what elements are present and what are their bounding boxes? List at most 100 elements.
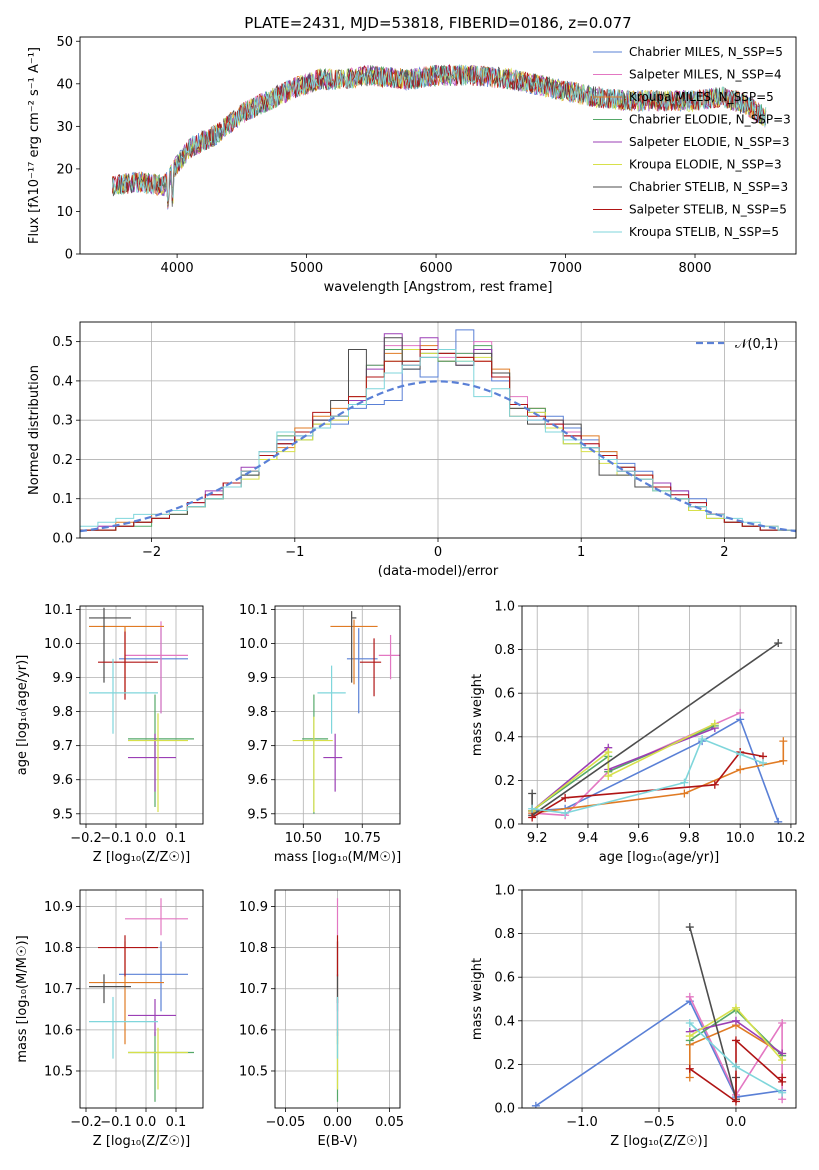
x-tick-label: 0.0 [136, 1115, 157, 1130]
histogram-step-8 [80, 348, 796, 538]
y-tick-label: 0.4 [52, 374, 73, 389]
weight-marker [561, 793, 570, 802]
x-axis-label: mass [log₁₀(M/M☉)] [274, 850, 401, 865]
x-tick-label: −0.05 [265, 1115, 305, 1130]
y-tick-label: 9.9 [247, 671, 268, 686]
weight-marker [731, 1016, 740, 1025]
legend-entry: Salpeter MILES, N_SSP=4 [629, 68, 782, 82]
axes-frame [79, 36, 797, 255]
legend-entry: 𝒩(0,1) [735, 337, 778, 352]
y-tick-label: 0.2 [52, 453, 73, 468]
y-axis-label: mass weight [470, 674, 485, 756]
x-tick-label: 10.2 [776, 831, 805, 846]
y-axis-label: mass weight [470, 958, 485, 1040]
y-tick-label: 0 [65, 248, 73, 263]
x-tick-label: −2 [142, 545, 161, 560]
x-tick-label: −1 [285, 545, 304, 560]
y-tick-label: 20 [56, 162, 73, 177]
x-tick-label: 10.75 [344, 831, 381, 846]
x-axis-label: age [log₁₀(age/yr)] [599, 850, 720, 865]
y-tick-label: 0.0 [494, 818, 515, 833]
spectrum-line-7 [112, 63, 767, 203]
y-tick-label: 10.0 [239, 637, 268, 652]
mass-vs-ebv-panel: −0.05 0.00 0.05 10.5 10.6 10.7 10.8 10.9 E(B-V) [239, 889, 404, 1149]
y-tick-label: 9.5 [247, 807, 268, 822]
plot-area [528, 639, 788, 824]
weight-line-8 [531, 737, 764, 814]
legend-entry: Chabrier ELODIE, N_SSP=3 [629, 113, 791, 127]
y-tick-label: 10.5 [239, 1064, 268, 1079]
age-vs-metallicity-panel: −0.2−0.1 0.0 0.1 9.5 9.6 9.7 9.8 9.9 10.0 10.1 Z [… [15, 603, 204, 865]
plot-area [292, 611, 400, 814]
weight-marker [731, 1062, 740, 1071]
y-tick-label: 0.4 [494, 1014, 515, 1029]
mass-vs-metallicity-panel: −0.2−0.1 0.0 0.1 10.5 10.6 10.7 10.8 10.9 Z [log… [15, 889, 204, 1149]
weight-marker [731, 1097, 740, 1106]
y-tick-label: 10.6 [44, 1023, 73, 1038]
y-tick-label: 0.3 [52, 414, 73, 429]
chart-title: PLATE=2431, MJD=53818, FIBERID=0186, z=0… [244, 14, 631, 32]
x-tick-label: −0.5 [643, 1115, 675, 1130]
x-tick-label: 4000 [161, 261, 194, 276]
weight-marker [531, 1101, 540, 1108]
y-tick-label: 1.0 [494, 884, 515, 899]
x-axis-label: (data-model)/error [378, 564, 499, 579]
y-tick-label: 10.7 [44, 982, 73, 997]
y-tick-label: 9.6 [247, 773, 268, 788]
weight-marker [680, 789, 689, 798]
y-tick-label: 9.8 [52, 705, 73, 720]
x-axis-label: Z [log₁₀(Z/Z☉)] [93, 850, 190, 865]
y-tick-label: 10.9 [44, 900, 73, 915]
plot-area [89, 898, 194, 1102]
weight-marker [680, 778, 689, 787]
y-tick-label: 10.7 [239, 982, 268, 997]
x-tick-label: 0.1 [166, 1115, 187, 1130]
normal-curve [80, 380, 796, 533]
y-tick-label: 10.0 [44, 637, 73, 652]
spectrum-panel: 4000 5000 6000 7000 8000 0 10 20 30 40 50 wavelengt… [27, 14, 797, 295]
spectrum-line-2 [112, 65, 767, 208]
x-tick-label: 8000 [678, 261, 711, 276]
x-tick-label: 7000 [549, 261, 582, 276]
y-tick-label: 9.9 [52, 671, 73, 686]
axes-frame [79, 605, 204, 825]
weight-marker [561, 809, 570, 818]
weight-line-1 [532, 712, 741, 817]
y-tick-label: 0.6 [494, 687, 515, 702]
weight-marker [778, 1088, 787, 1097]
x-tick-label: 0.00 [323, 1115, 352, 1130]
mass-weight-vs-age-panel: 9.2 9.4 9.6 9.8 10.0 10.2 0.0 0.2 0.4 0.6 0.8 1.0 ag… [470, 600, 805, 866]
y-tick-label: 0.5 [52, 335, 73, 350]
axis-ticks: −2 −1 0 1 2 0.0 0.1 0.2 0.3 0.4 0.5 [52, 335, 728, 560]
x-tick-label: −0.2 [70, 831, 102, 846]
legend: Chabrier MILES, N_SSP=5 Salpeter MILES, N… [593, 45, 791, 239]
x-tick-label: 2 [720, 545, 728, 560]
axis-ticks: −0.2−0.1 0.0 0.1 10.5 10.6 10.7 10.8 10.9 [44, 900, 186, 1130]
axes-frame [521, 889, 797, 1109]
y-tick-label: 9.7 [52, 739, 73, 754]
axes-frame [79, 321, 797, 539]
y-tick-label: 10.5 [44, 1064, 73, 1079]
weight-marker [778, 1073, 787, 1082]
legend-entry: Chabrier MILES, N_SSP=5 [629, 45, 783, 59]
axes-frame [79, 889, 204, 1109]
y-tick-label: 9.6 [52, 773, 73, 788]
weight-line-0 [535, 1000, 783, 1107]
weight-marker [778, 1018, 787, 1027]
y-tick-label: 10.1 [239, 603, 268, 618]
weight-marker [774, 639, 783, 648]
x-tick-label: 0 [434, 545, 442, 560]
legend-entry: Chabrier STELIB, N_SSP=3 [629, 180, 788, 194]
y-tick-label: 9.8 [247, 705, 268, 720]
x-tick-label: 10.0 [726, 831, 755, 846]
weight-marker [731, 1003, 740, 1012]
x-tick-label: 1 [577, 545, 585, 560]
axis-ticks: −0.2−0.1 0.0 0.1 9.5 9.6 9.7 9.8 9.9 10.0 10.1 [44, 603, 186, 846]
plot-area [531, 923, 787, 1108]
axis-ticks: −0.05 0.00 0.05 10.5 10.6 10.7 10.8 10.9 [239, 900, 404, 1130]
axis-ticks: 4000 5000 6000 7000 8000 0 10 20 30 40 50 [56, 35, 711, 276]
y-tick-label: 9.5 [52, 807, 73, 822]
plot-area [112, 63, 767, 210]
x-tick-label: −0.2 [70, 1115, 102, 1130]
age-vs-mass-panel: 10.50 10.75 9.5 9.6 9.7 9.8 9.9 10.0 10.1 mass [l… [239, 603, 401, 865]
